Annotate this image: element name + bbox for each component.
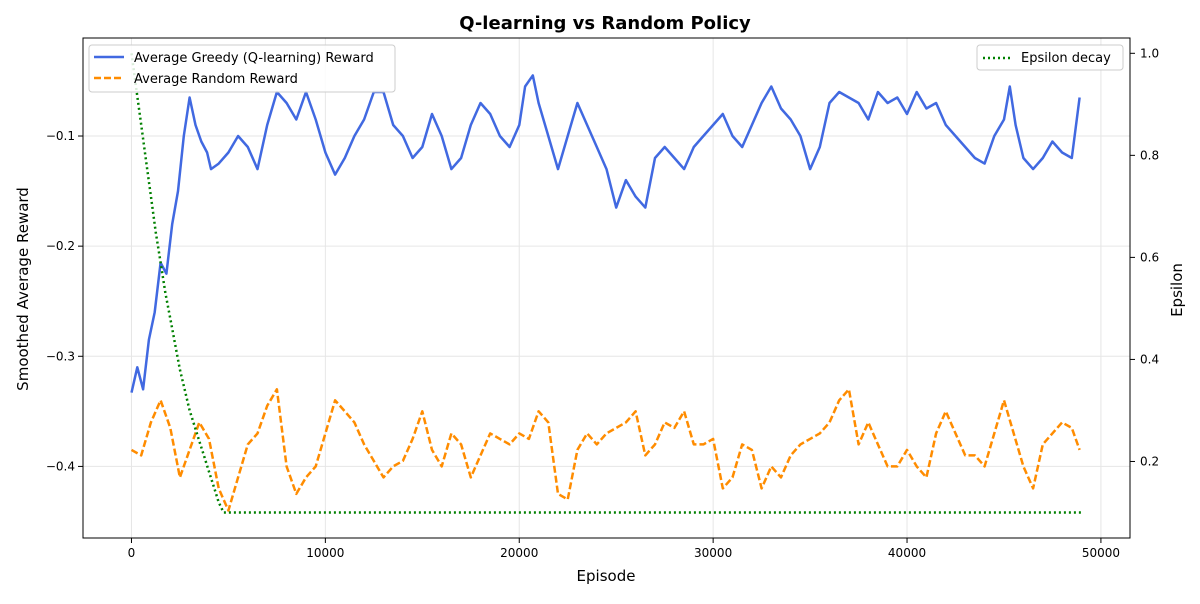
y-tick-label: −0.3 xyxy=(46,349,75,363)
legend-left-box xyxy=(88,44,396,93)
y2-tick-label: 0.2 xyxy=(1140,454,1159,468)
x-tick-label: 50000 xyxy=(1082,546,1120,560)
y-tick-label: −0.4 xyxy=(46,459,75,473)
y-tick-label: −0.2 xyxy=(46,239,75,253)
series-greedy-line xyxy=(130,74,1081,393)
x-tick-label: 10000 xyxy=(306,546,344,560)
series-epsilon-line xyxy=(130,53,1082,514)
y-tick-label: −0.1 xyxy=(46,129,75,143)
x-tick-label: 40000 xyxy=(888,546,926,560)
legend-left: Average Greedy (Q-learning) Reward Avera… xyxy=(88,44,396,93)
legend-label-epsilon: Epsilon decay xyxy=(1021,51,1111,66)
y-axis-title: Smoothed Average Reward xyxy=(14,187,32,391)
y2-tick-label: 1.0 xyxy=(1140,46,1159,60)
plot-frame xyxy=(82,37,1131,539)
legend-right-box xyxy=(976,44,1124,71)
legend-label-greedy: Average Greedy (Q-learning) Reward xyxy=(134,51,374,66)
series-random-line xyxy=(130,388,1081,512)
legend-right: Epsilon decay xyxy=(976,44,1124,71)
y2-tick-label: 0.4 xyxy=(1140,352,1159,366)
chart-title: Q-learning vs Random Policy xyxy=(459,13,751,34)
y2-axis-title: Epsilon xyxy=(1168,263,1186,317)
y2-tick-label: 0.6 xyxy=(1140,250,1159,264)
x-tick-label: 30000 xyxy=(694,546,732,560)
series-layer xyxy=(130,53,1082,514)
ticks: 0 10000 20000 30000 40000 50000 −0.4 −0.3 −0.2 −0… xyxy=(46,46,1159,560)
x-axis-title: Episode xyxy=(577,567,636,585)
y2-tick-label: 0.8 xyxy=(1140,148,1159,162)
x-tick-label: 0 xyxy=(128,546,136,560)
x-tick-label: 20000 xyxy=(500,546,538,560)
legend-label-random: Average Random Reward xyxy=(134,72,298,87)
